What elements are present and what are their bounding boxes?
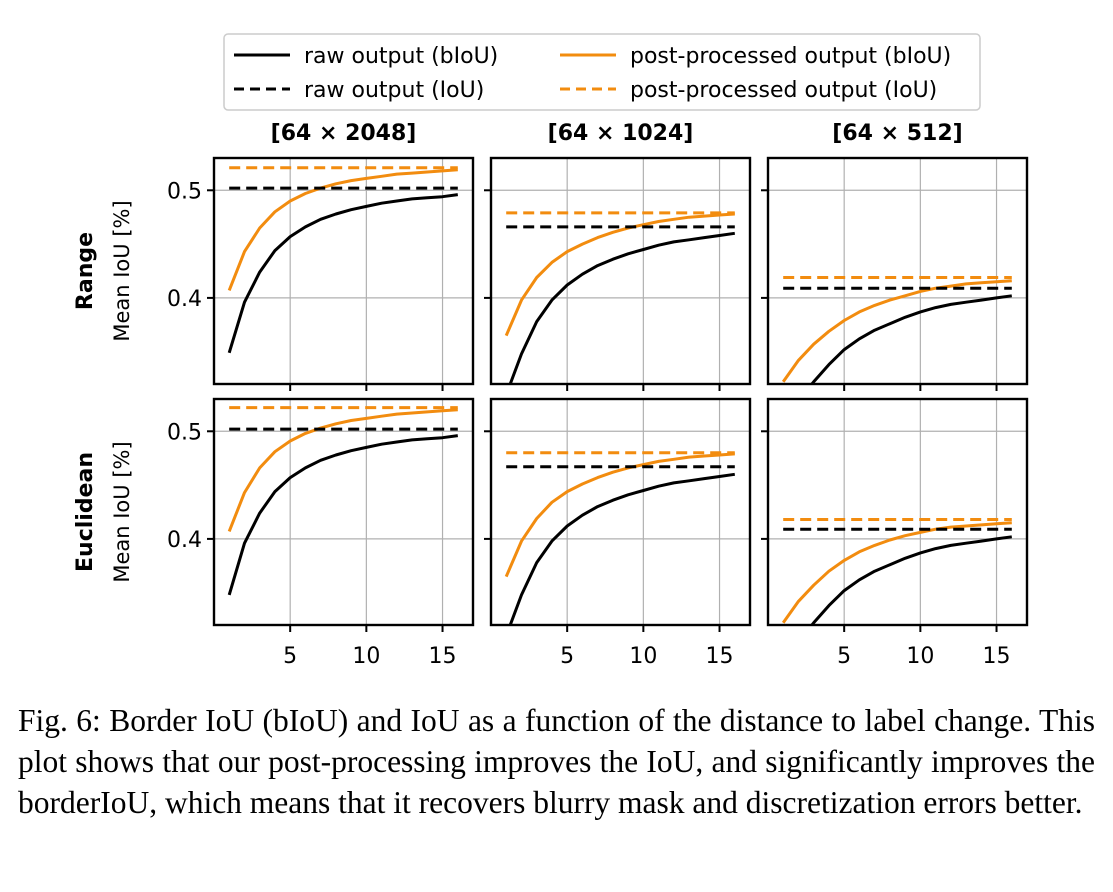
series-line (227, 434, 459, 596)
series-group (227, 166, 459, 354)
subplot-frame (766, 156, 1029, 386)
legend-label: post-processed output (bIoU) (630, 44, 951, 69)
subplot-range-2 (484, 156, 752, 391)
legend: raw output (bIoU) post-processed output (… (223, 33, 981, 111)
series-line (504, 452, 735, 578)
subplot-frame (212, 156, 475, 386)
subplot-range-1: 0.4 0.5 (167, 156, 475, 391)
x-tick-label: 5 (283, 644, 297, 669)
subplot-grid: [64 × 2048] [64 × 1024] [64 × 512] Range Mea… (73, 121, 1029, 669)
subplot-frame (212, 397, 475, 627)
series-line (809, 535, 1013, 625)
subplot-euclidean-3: 5 10 15 (761, 397, 1029, 669)
series-group (781, 276, 1013, 384)
x-tick-label: 10 (352, 644, 380, 669)
x-tick-label: 15 (706, 644, 734, 669)
x-tick-label: 5 (560, 644, 574, 669)
subplot-frame (489, 156, 752, 386)
subplot-euclidean-2: 5 10 15 (484, 397, 752, 669)
series-line (504, 212, 735, 337)
x-tick-label: 10 (629, 644, 657, 669)
series-line (508, 231, 736, 384)
column-title: [64 × 2048] (271, 121, 417, 146)
legend-label: post-processed output (IoU) (630, 78, 937, 103)
series-line (227, 193, 459, 354)
series-line (508, 472, 736, 625)
subplot-range-3 (761, 156, 1029, 391)
series-line (227, 168, 458, 291)
x-tick-label: 15 (983, 644, 1011, 669)
series-line (781, 279, 1012, 383)
x-tick-label: 10 (906, 644, 934, 669)
figure-grid: raw output (bIoU) post-processed output (… (73, 33, 1029, 669)
series-group (227, 406, 459, 596)
row-label: Range (73, 232, 98, 310)
series-group (504, 211, 736, 384)
legend-label: raw output (IoU) (304, 78, 484, 103)
series-group (504, 451, 736, 625)
y-tick-label: 0.5 (167, 179, 202, 204)
caption-label: Fig. 6: (18, 703, 101, 738)
series-group (781, 518, 1013, 625)
subplot-euclidean-1: 0.4 0.5 5 10 15 (167, 397, 475, 669)
row-label: Euclidean (73, 452, 98, 572)
legend-label: raw output (bIoU) (304, 44, 498, 69)
series-line (781, 521, 1012, 624)
y-tick-label: 0.5 (167, 420, 202, 445)
series-line (227, 408, 458, 532)
subplot-frame (766, 397, 1029, 627)
y-axis-label: Mean IoU [%] (110, 441, 134, 582)
y-axis-label: Mean IoU [%] (110, 200, 134, 341)
subplot-frame (489, 397, 752, 627)
y-tick-label: 0.4 (167, 528, 202, 553)
column-title: [64 × 512] (832, 121, 962, 146)
x-tick-label: 5 (837, 644, 851, 669)
caption-text: Border IoU (bIoU) and IoU as a function … (18, 703, 1095, 820)
series-line (809, 294, 1013, 384)
y-tick-label: 0.4 (167, 287, 202, 312)
column-title: [64 × 1024] (548, 121, 694, 146)
x-tick-label: 15 (429, 644, 457, 669)
legend-frame (223, 33, 981, 111)
figure-caption: Fig. 6: Border IoU (bIoU) and IoU as a f… (18, 700, 1095, 823)
